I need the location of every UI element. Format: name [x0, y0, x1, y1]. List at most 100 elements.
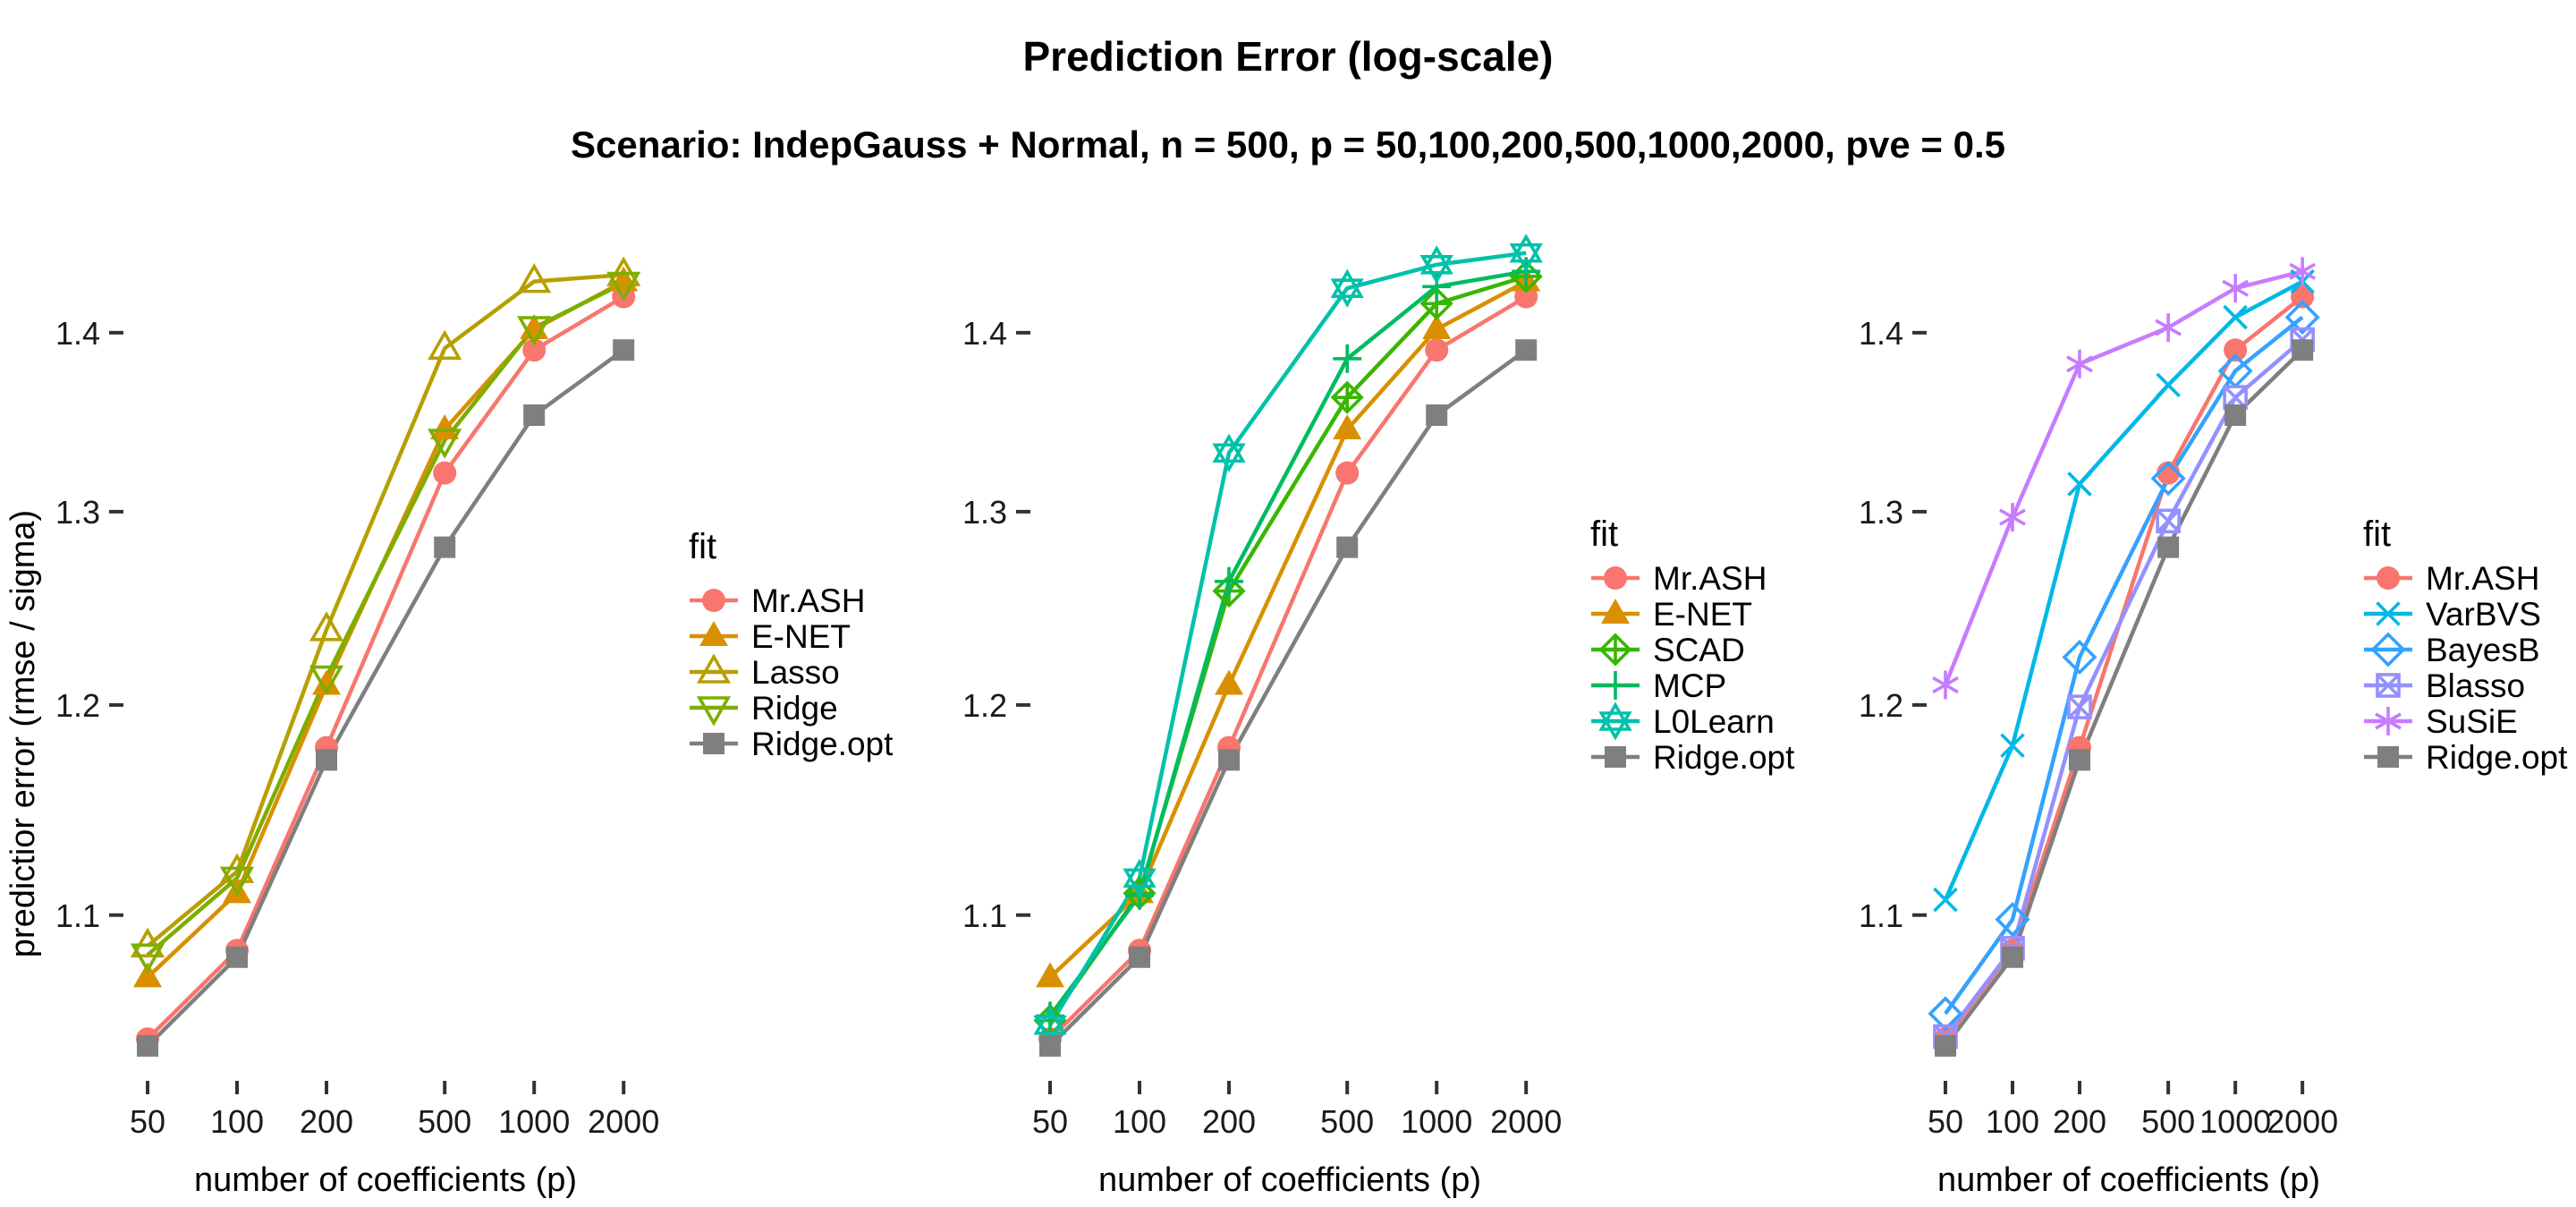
legend-item-label: Mr.ASH [1653, 560, 1767, 597]
x-tick-label: 2000 [2267, 1103, 2338, 1140]
series-marker [1425, 338, 1449, 362]
series-points-Ridge.opt [1039, 339, 1538, 1057]
y-tick-label: 1.3 [962, 494, 1007, 531]
series-line-E-NET [146, 279, 625, 979]
series-marker [226, 946, 248, 968]
series-marker [2370, 632, 2406, 667]
series-marker [1333, 414, 1362, 440]
series-marker [1215, 669, 1243, 695]
series-marker [1515, 339, 1538, 361]
series-marker [2224, 338, 2248, 362]
series-marker [702, 589, 725, 612]
y-tick-label: 1.4 [962, 315, 1007, 352]
x-tick-label: 500 [1320, 1103, 1374, 1140]
y-axis-title: predictior error (rmse / sigma) [4, 510, 42, 957]
series-marker [219, 866, 255, 897]
legend-item-label: MCP [1653, 667, 1726, 704]
series-marker [1333, 344, 1362, 373]
series-marker [309, 611, 344, 642]
y-tick-label: 1.1 [55, 897, 100, 934]
series-points-Ridge.opt [1935, 339, 2314, 1057]
series-marker [312, 669, 341, 695]
series-marker [1215, 566, 1243, 596]
x-tick-label: 2000 [1490, 1103, 1562, 1140]
series-marker [1330, 268, 1364, 308]
legend-item-label: SuSiE [2426, 703, 2518, 740]
legend-title: fit [1590, 514, 1618, 554]
series-marker [2000, 733, 2025, 759]
legend-item-SCAD: SCAD [1591, 632, 1745, 668]
legend-item-label: Ridge [751, 690, 838, 727]
series-points-Mr.ASH [1038, 285, 1538, 1051]
series-marker [433, 461, 457, 485]
series-line-Lasso [146, 272, 624, 948]
series-points-L0Learn [1033, 234, 1543, 1045]
series-marker [2291, 285, 2315, 309]
series-marker [1604, 566, 1627, 590]
legend-item-VarBVS: VarBVS [2364, 596, 2541, 633]
series-marker [2223, 304, 2248, 330]
series-marker [2156, 372, 2181, 398]
legend-item-E-NET: E-NET [690, 618, 851, 655]
series-marker [130, 943, 165, 973]
x-tick-label: 1000 [2199, 1103, 2271, 1140]
series-line-Mr.ASH [1944, 294, 2304, 1041]
legend-item-Ridge.opt: Ridge.opt [690, 726, 894, 762]
legend-item-Lasso: Lasso [690, 653, 840, 691]
series-marker [2375, 707, 2402, 735]
y-tick-label: 1.4 [55, 315, 100, 352]
series-marker [1422, 272, 1452, 302]
legend-item-BayesB: BayesB [2364, 632, 2540, 668]
legend-right: fit Mr.ASHVarBVSBayesBBlassoSuSiERidge.op… [2363, 514, 2568, 776]
x-tick-label: 50 [1928, 1103, 1963, 1140]
series-marker [1999, 503, 2026, 532]
legend-item-label: E-NET [1653, 596, 1752, 633]
legend-title: fit [689, 527, 716, 566]
legend-item-Ridge.opt: Ridge.opt [2364, 739, 2568, 776]
series-marker [2062, 639, 2097, 676]
x-tick-label: 50 [1032, 1103, 1068, 1140]
legend-item-label: E-NET [751, 618, 851, 655]
legend-item-label: Ridge.opt [1653, 739, 1795, 776]
y-tick-label: 1.4 [1859, 315, 1903, 352]
series-marker [1598, 701, 1632, 741]
legend-title: fit [2363, 514, 2391, 554]
series-marker [1033, 1006, 1067, 1045]
series-marker [2377, 746, 2399, 768]
series-line-VarBVS [1943, 279, 2304, 901]
x-tick-label: 200 [1202, 1103, 1256, 1140]
y-tick-label: 1.2 [55, 687, 100, 724]
series-line-L0Learn [1048, 251, 1527, 1026]
legend-item-label: Lasso [751, 654, 840, 691]
series-marker [606, 271, 641, 302]
x-tick-label: 1000 [498, 1103, 570, 1140]
series-marker [1039, 1034, 1061, 1057]
series-marker [133, 962, 162, 988]
legend-item-label: L0Learn [1653, 703, 1775, 740]
x-axis-title: number of coefficients (p) [1937, 1161, 2320, 1199]
series-marker [1935, 1034, 1956, 1057]
series-marker [2067, 694, 2092, 719]
legend-item-L0Learn: L0Learn [1591, 701, 1775, 741]
series-points-Ridge.opt [137, 339, 635, 1057]
series-marker [1212, 433, 1246, 472]
series-marker [1928, 996, 1963, 1032]
series-marker [430, 414, 460, 440]
chart-subtitle: Scenario: IndepGauss + Normal, n = 500, … [571, 123, 2005, 166]
series-marker [1995, 902, 2030, 938]
legend-item-label: Mr.ASH [751, 582, 865, 619]
series-marker [2157, 536, 2180, 558]
series-points-VarBVS [1933, 268, 2315, 913]
series-marker [1598, 633, 1632, 667]
x-tick-label: 500 [2141, 1103, 2195, 1140]
series-marker [2069, 749, 2090, 771]
x-tick-label: 1000 [1401, 1103, 1472, 1140]
chart-title: Prediction Error (log-scale) [1022, 33, 1554, 80]
series-marker [2376, 601, 2401, 626]
series-marker [522, 338, 547, 362]
legend-item-label: BayesB [2426, 632, 2540, 668]
x-axis-title: number of coefficients (p) [194, 1161, 577, 1199]
series-marker [703, 733, 724, 754]
